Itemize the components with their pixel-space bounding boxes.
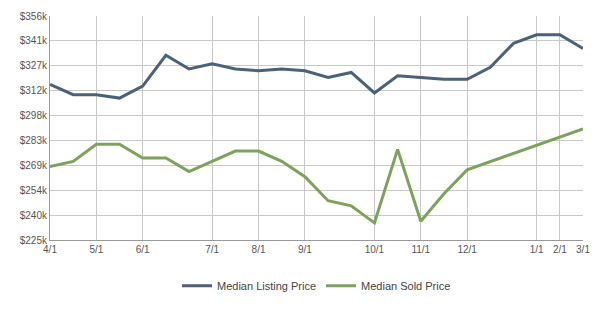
svg-text:7/1: 7/1: [205, 244, 219, 255]
svg-text:$327k: $327k: [20, 60, 48, 71]
svg-text:5/1: 5/1: [89, 244, 103, 255]
svg-text:8/1: 8/1: [252, 244, 266, 255]
svg-text:4/1: 4/1: [43, 244, 57, 255]
svg-text:$254k: $254k: [20, 185, 48, 196]
svg-text:11/1: 11/1: [411, 244, 430, 255]
svg-text:12/1: 12/1: [457, 244, 477, 255]
svg-text:$298k: $298k: [20, 110, 48, 121]
svg-text:9/1: 9/1: [298, 244, 312, 255]
svg-text:1/1: 1/1: [530, 244, 544, 255]
svg-text:$341k: $341k: [20, 35, 48, 46]
svg-text:Median Sold Price: Median Sold Price: [361, 280, 450, 292]
svg-text:$269k: $269k: [20, 160, 48, 171]
svg-text:2/1: 2/1: [553, 244, 567, 255]
svg-text:6/1: 6/1: [136, 244, 150, 255]
svg-text:$225k: $225k: [20, 235, 48, 246]
svg-text:10/1: 10/1: [365, 244, 385, 255]
svg-text:$283k: $283k: [20, 135, 48, 146]
svg-text:Median Listing Price: Median Listing Price: [217, 280, 316, 292]
svg-text:3/1: 3/1: [576, 244, 590, 255]
svg-text:$240k: $240k: [20, 210, 48, 221]
svg-text:$356k: $356k: [20, 11, 48, 22]
svg-text:$312k: $312k: [20, 85, 48, 96]
